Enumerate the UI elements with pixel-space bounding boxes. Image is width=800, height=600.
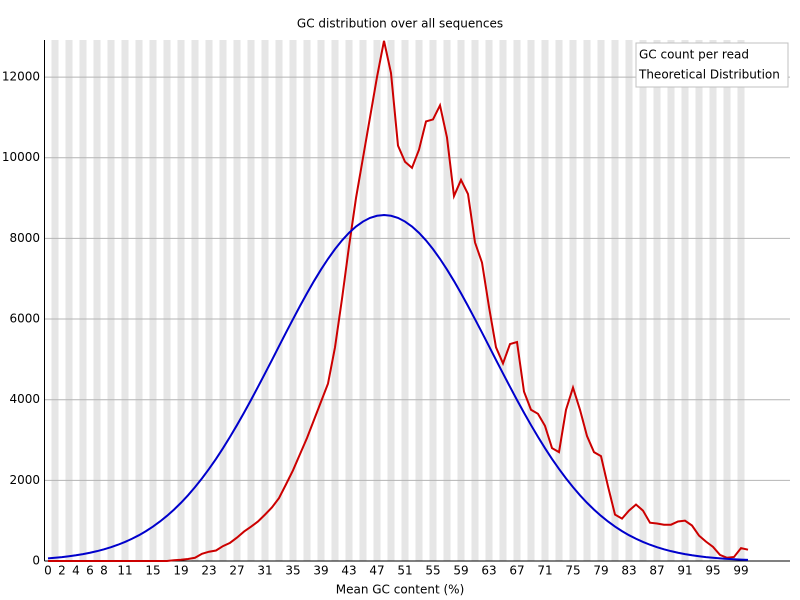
stripe [317,40,325,561]
x-tick-label: 19 [173,564,188,578]
stripe [135,40,143,561]
x-tick-label: 6 [86,564,94,578]
stripe [597,40,605,561]
stripe [471,40,479,561]
y-tick-label: 6000 [9,312,40,326]
x-tick-label: 23 [201,564,216,578]
stripe [177,40,185,561]
stripe [611,40,619,561]
stripe [289,40,297,561]
x-tick-label: 95 [705,564,720,578]
y-tick-label: 2000 [9,473,40,487]
x-axis-label: Mean GC content (%) [336,583,465,597]
stripe [345,40,353,561]
x-tick-label: 35 [285,564,300,578]
y-tick-label: 10000 [2,150,40,164]
stripe [513,40,521,561]
stripe [79,40,87,561]
stripe [65,40,73,561]
stripe [149,40,157,561]
chart-title: GC distribution over all sequences [297,17,503,31]
stripe [107,40,115,561]
stripe [219,40,227,561]
x-tick-label: 63 [481,564,496,578]
x-tick-label: 67 [509,564,524,578]
stripe [51,40,59,561]
legend-box [635,42,789,88]
series-line [47,214,749,561]
stripe [639,40,647,561]
x-tick-label: 4 [72,564,80,578]
x-tick-label: 83 [621,564,636,578]
y-tick-label: 4000 [9,392,40,406]
x-tick-label: 15 [145,564,160,578]
x-tick-label: 39 [313,564,328,578]
stripe [555,40,563,561]
stripe [401,40,409,561]
x-tick-label: 75 [565,564,580,578]
x-tick-label: 31 [257,564,272,578]
stripe [121,40,129,561]
x-tick-label: 59 [453,564,468,578]
stripe [303,40,311,561]
x-tick-label: 47 [369,564,384,578]
x-tick-label: 0 [44,564,52,578]
stripe [233,40,241,561]
stripe [359,40,367,561]
stripe [275,40,283,561]
legend-label: GC count per read [639,48,749,62]
x-tick-label: 8 [100,564,108,578]
x-tick-label: 79 [593,564,608,578]
x-tick-label: 11 [117,564,132,578]
stripe [93,40,101,561]
stripe [191,40,199,561]
stripe [499,40,507,561]
y-tick-label: 12000 [2,70,40,84]
stripe [485,40,493,561]
stripe [709,40,717,561]
stripe [681,40,689,561]
stripe [723,40,731,561]
stripe [387,40,395,561]
stripe [205,40,213,561]
stripe [457,40,465,561]
y-tick-label: 8000 [9,231,40,245]
x-tick-label: 51 [397,564,412,578]
y-tick-label: 0 [32,554,40,568]
stripe [583,40,591,561]
stripe [373,40,381,561]
stripe [527,40,535,561]
stripe [415,40,423,561]
x-tick-label: 2 [58,564,66,578]
stripe [625,40,633,561]
stripe [569,40,577,561]
stripe [737,40,745,561]
x-tick-label: 43 [341,564,356,578]
x-tick-label: 87 [649,564,664,578]
stripe [261,40,269,561]
x-tick-label: 99 [733,564,748,578]
series-line [48,40,749,562]
stripe [443,40,451,561]
stripe [429,40,437,561]
stripe [695,40,703,561]
x-tick-label: 55 [425,564,440,578]
x-tick-label: 91 [677,564,692,578]
stripe [163,40,171,561]
stripe [653,40,661,561]
stripe [331,40,339,561]
stripe [541,40,549,561]
x-tick-label: 27 [229,564,244,578]
legend-label: Theoretical Distribution [638,68,780,82]
x-tick-label: 71 [537,564,552,578]
stripe [667,40,675,561]
stripe [247,40,255,561]
